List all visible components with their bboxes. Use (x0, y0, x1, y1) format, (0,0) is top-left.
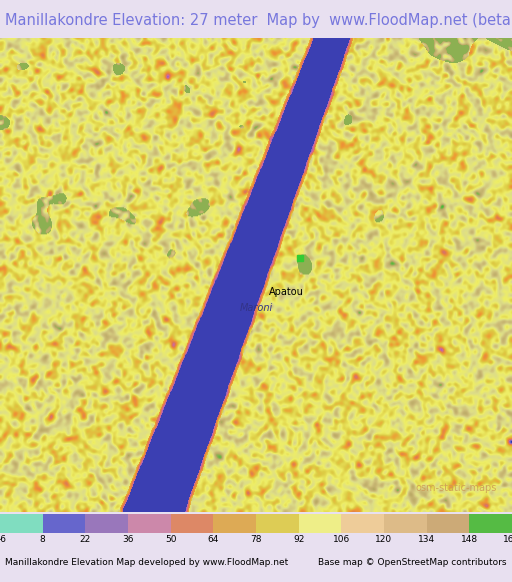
Bar (298, 514, 342, 533)
Text: -6: -6 (0, 535, 7, 544)
Text: 148: 148 (461, 535, 478, 544)
Bar (256, 514, 298, 533)
Text: 106: 106 (333, 535, 350, 544)
Text: Apatou: Apatou (269, 286, 304, 297)
Bar (0, 514, 42, 533)
Text: 22: 22 (80, 535, 91, 544)
Bar (42, 514, 86, 533)
Text: 64: 64 (208, 535, 219, 544)
Text: Maroni: Maroni (240, 303, 272, 313)
Text: Manillakondre Elevation: 27 meter  Map by  www.FloodMap.net (beta): Manillakondre Elevation: 27 meter Map by… (5, 13, 512, 29)
Bar (128, 514, 170, 533)
Text: osm-static-maps: osm-static-maps (415, 483, 497, 493)
Text: 78: 78 (250, 535, 262, 544)
Bar (170, 514, 214, 533)
Text: 134: 134 (418, 535, 435, 544)
Bar (214, 514, 256, 533)
Text: 36: 36 (122, 535, 134, 544)
Bar (384, 514, 426, 533)
Text: 163: 163 (503, 535, 512, 544)
Bar (86, 514, 128, 533)
Text: Manillakondre Elevation Map developed by www.FloodMap.net: Manillakondre Elevation Map developed by… (5, 558, 288, 567)
Bar (342, 514, 384, 533)
Text: 8: 8 (40, 535, 46, 544)
Text: 92: 92 (293, 535, 304, 544)
Bar (470, 514, 512, 533)
Text: Base map © OpenStreetMap contributors: Base map © OpenStreetMap contributors (318, 558, 507, 567)
Bar (426, 514, 470, 533)
Text: 120: 120 (375, 535, 393, 544)
Text: 50: 50 (165, 535, 177, 544)
